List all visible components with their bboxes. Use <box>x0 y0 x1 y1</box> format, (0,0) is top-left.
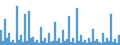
Bar <box>22 42 24 45</box>
Bar <box>40 27 42 45</box>
Bar <box>118 35 120 45</box>
Bar <box>42 41 44 45</box>
Bar <box>110 14 112 45</box>
Bar <box>12 40 14 45</box>
Bar <box>54 22 56 45</box>
Bar <box>6 38 8 45</box>
Bar <box>30 38 32 45</box>
Bar <box>82 42 84 45</box>
Bar <box>58 38 60 45</box>
Bar <box>44 38 46 45</box>
Bar <box>60 43 62 45</box>
Bar <box>14 43 16 45</box>
Bar <box>64 41 66 45</box>
Bar <box>62 30 64 45</box>
Bar <box>28 11 30 45</box>
Bar <box>20 35 22 45</box>
Bar <box>116 43 118 45</box>
Bar <box>74 43 76 45</box>
Bar <box>24 14 26 45</box>
Bar <box>26 41 28 45</box>
Bar <box>16 6 18 45</box>
Bar <box>70 42 72 45</box>
Bar <box>36 40 38 45</box>
Bar <box>96 39 98 45</box>
Bar <box>68 16 70 45</box>
Bar <box>10 42 12 45</box>
Bar <box>48 33 50 45</box>
Bar <box>32 37 34 45</box>
Bar <box>104 42 106 45</box>
Bar <box>56 41 58 45</box>
Bar <box>66 39 68 45</box>
Bar <box>98 42 100 45</box>
Bar <box>2 41 4 45</box>
Bar <box>102 33 104 45</box>
Bar <box>76 8 78 45</box>
Bar <box>50 42 52 45</box>
Bar <box>52 41 54 45</box>
Bar <box>84 40 86 45</box>
Bar <box>8 33 10 45</box>
Bar <box>18 40 20 45</box>
Bar <box>112 42 114 45</box>
Bar <box>80 35 82 45</box>
Bar <box>46 43 48 45</box>
Bar <box>34 42 36 45</box>
Bar <box>100 43 102 45</box>
Bar <box>92 29 94 45</box>
Bar <box>0 30 2 45</box>
Bar <box>88 38 90 45</box>
Bar <box>106 38 108 45</box>
Bar <box>38 43 40 45</box>
Bar <box>90 42 92 45</box>
Bar <box>94 41 96 45</box>
Bar <box>114 39 116 45</box>
Bar <box>78 41 80 45</box>
Bar <box>4 19 6 45</box>
Bar <box>86 43 88 45</box>
Bar <box>72 38 74 45</box>
Bar <box>108 41 110 45</box>
